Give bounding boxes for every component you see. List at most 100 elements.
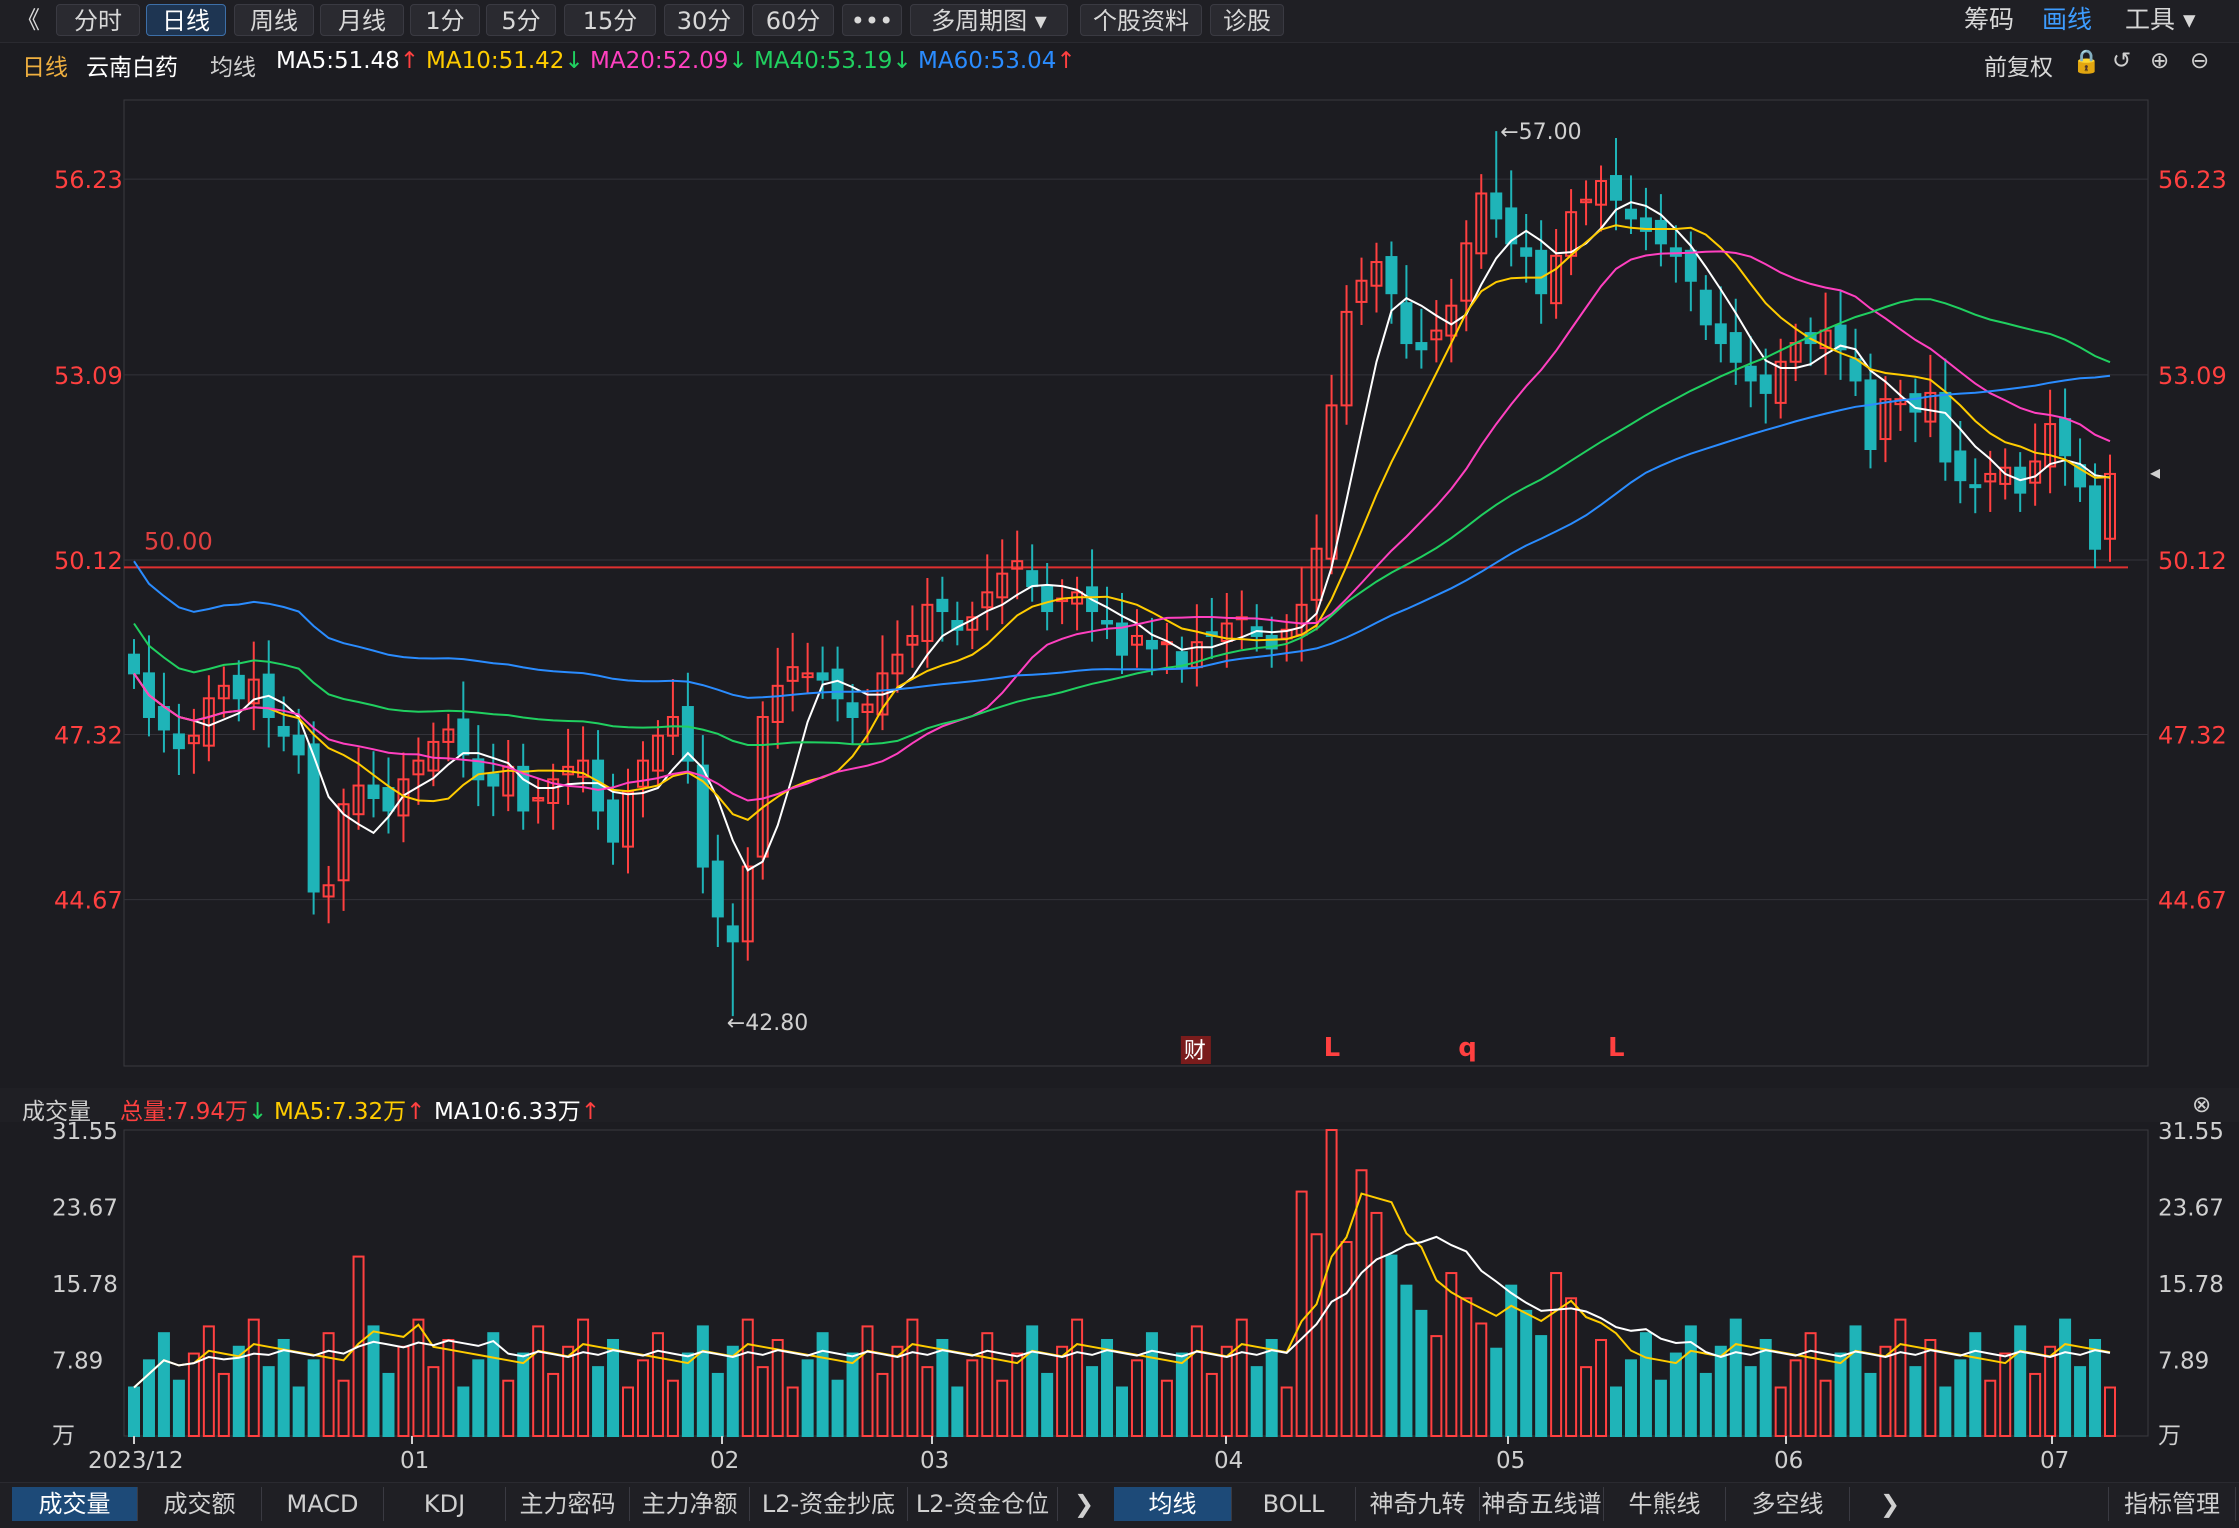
back-button[interactable]: 《	[16, 6, 40, 34]
volume-bar	[172, 1379, 185, 1437]
volume-bar	[1639, 1332, 1652, 1437]
candle-body	[1175, 651, 1188, 669]
draw-line-button[interactable]: 画线	[2042, 5, 2093, 34]
more-button[interactable]: •••	[842, 4, 902, 36]
volume-bar	[1280, 1386, 1293, 1438]
indicator-tab-right[interactable]: 神奇九转	[1356, 1487, 1480, 1521]
candle-body	[187, 734, 200, 745]
price-axis-label-right: 50.12	[2158, 547, 2227, 575]
candle-body	[1340, 310, 1353, 407]
indicator-tab-right[interactable]: 神奇五线谱	[1480, 1487, 1604, 1521]
volume-bar	[2074, 1366, 2087, 1437]
candle-body	[1400, 302, 1413, 345]
tab-30min[interactable]: 30分	[664, 4, 744, 36]
candle-body	[1145, 639, 1158, 650]
volume-bar	[1205, 1372, 1218, 1437]
volume-bar	[487, 1332, 500, 1437]
event-marker: L	[1608, 1033, 1625, 1063]
fq-selector[interactable]: 前复权	[1984, 55, 2053, 81]
indicator-tab-right[interactable]: 牛熊线	[1604, 1487, 1726, 1521]
tab-15min[interactable]: 15分	[564, 4, 656, 36]
candle-body	[726, 925, 739, 943]
indicator-tab-left[interactable]: MACD	[262, 1487, 384, 1521]
ma60-line	[133, 374, 2111, 699]
indicator-tab-left[interactable]: L2-资金仓位	[908, 1487, 1058, 1521]
tabs-scroll-right[interactable]: ❯	[1879, 1490, 1901, 1518]
current-price-pointer	[2150, 468, 2160, 479]
tabs-scroll-right-left[interactable]: ❯	[1073, 1490, 1095, 1518]
tab-intraday[interactable]: 分时	[56, 4, 140, 36]
date-label: 06	[1774, 1448, 1803, 1474]
candle-body	[277, 725, 290, 737]
ma20-value: MA20:52.09↓	[590, 48, 748, 74]
volume-bar	[1699, 1372, 1712, 1437]
tools-menu[interactable]: 工具 ▾	[2125, 5, 2196, 34]
candle-body	[801, 672, 814, 679]
price-axis-label-left: 50.12	[54, 547, 123, 575]
chip-button[interactable]: 筹码	[1964, 5, 2015, 34]
volume-axis-label-left: 23.67	[52, 1195, 118, 1221]
volume-bar	[1535, 1335, 1548, 1437]
candlestick-chart[interactable]: 56.23 56.23 53.09 53.09 50.12 50.12 47.32 47.32…	[0, 60, 2239, 1100]
zoom-out-icon[interactable]: ⊖	[2190, 48, 2210, 74]
indicator-manage-button[interactable]: 指标管理	[2108, 1487, 2236, 1521]
stock-profile-button[interactable]: 个股资料	[1080, 4, 1202, 36]
indicator-tab-right[interactable]: 多空线	[1726, 1487, 1850, 1521]
undo-icon[interactable]: ↺	[2112, 48, 2132, 74]
zoom-in-icon[interactable]: ⊕	[2150, 48, 2170, 74]
indicator-tab-left[interactable]: 成交量	[12, 1487, 138, 1521]
tab-1min[interactable]: 1分	[410, 4, 480, 36]
candle-body	[532, 797, 545, 802]
candle-body	[861, 703, 874, 714]
tab-5min[interactable]: 5分	[486, 4, 556, 36]
indicator-tab-left[interactable]: 成交额	[138, 1487, 262, 1521]
candle-body	[322, 884, 335, 898]
period-label: 日线	[22, 55, 68, 81]
tab-weekly[interactable]: 周线	[234, 4, 314, 36]
volume-bar	[891, 1345, 904, 1437]
volume-chart[interactable]: 31.55 31.55 23.67 23.67 15.78 15.78 7.89 7.89 万 万…	[0, 1122, 2239, 1482]
volume-bar	[1101, 1338, 1114, 1438]
indicator-tab-left[interactable]: 主力净额	[630, 1487, 750, 1521]
volume-bar	[157, 1332, 170, 1437]
ma10-line	[133, 224, 2111, 821]
close-volume-icon[interactable]: ⊗	[2192, 1092, 2212, 1118]
volume-bar	[1819, 1379, 1832, 1437]
candle-body	[1430, 329, 1443, 341]
volume-ma5-line	[133, 1192, 2111, 1389]
volume-bar	[906, 1318, 919, 1437]
volume-bar	[367, 1325, 380, 1438]
volume-bar	[412, 1318, 425, 1437]
volume-bar	[1684, 1325, 1697, 1438]
volume-ma10: MA10:6.33万↑	[434, 1099, 601, 1125]
multi-period-dropdown[interactable]: 多周期图 ▾	[910, 4, 1068, 36]
indicator-tab-right[interactable]: 均线	[1114, 1487, 1232, 1521]
indicator-tab-left[interactable]: L2-资金抄底	[750, 1487, 908, 1521]
candle-body	[1355, 279, 1368, 303]
volume-bar	[1475, 1322, 1488, 1438]
indicator-tab-left[interactable]: KDJ	[384, 1487, 506, 1521]
volume-bar	[861, 1325, 874, 1438]
candle-body	[1819, 329, 1832, 350]
candle-body	[1729, 332, 1742, 363]
candle-body	[1520, 247, 1533, 257]
price-axis-label-left: 53.09	[54, 362, 123, 390]
volume-bar	[741, 1318, 754, 1437]
volume-bar	[2044, 1345, 2057, 1437]
tab-monthly[interactable]: 月线	[320, 4, 404, 36]
candle-body	[157, 706, 170, 731]
top-toolbar: 《 分时 日线 周线 月线 1分 5分 15分 30分 60分 ••• 多周期图 ▾ 个股资料 诊股 筹…	[0, 0, 2239, 43]
volume-bar	[1175, 1352, 1188, 1437]
ma-label[interactable]: 均线	[210, 55, 256, 81]
indicator-tab-right[interactable]: BOLL	[1232, 1487, 1356, 1521]
volume-bar	[2059, 1318, 2072, 1437]
candle-body	[996, 572, 1009, 599]
diagnose-button[interactable]: 诊股	[1210, 4, 1284, 36]
volume-ma10-line	[133, 1235, 2111, 1389]
indicator-tab-left[interactable]: 主力密码	[506, 1487, 630, 1521]
volume-axis-label-right: 15.78	[2158, 1272, 2224, 1298]
candle-body	[1924, 391, 1937, 423]
tab-daily[interactable]: 日线	[146, 4, 226, 36]
lock-icon[interactable]: 🔒	[2072, 49, 2101, 75]
tab-60min[interactable]: 60分	[752, 4, 834, 36]
